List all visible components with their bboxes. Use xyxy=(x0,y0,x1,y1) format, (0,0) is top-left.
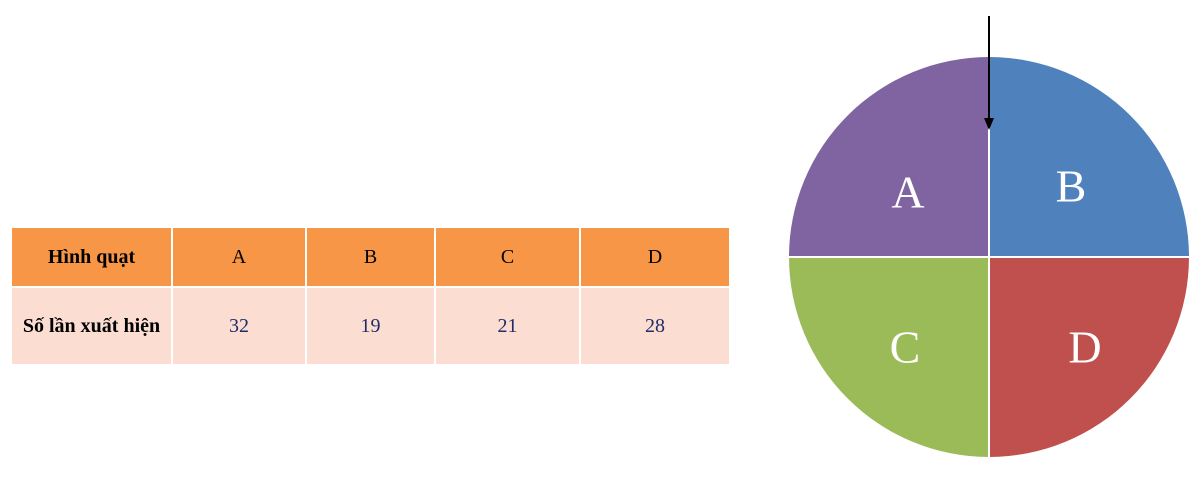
sector-label: B xyxy=(1056,161,1087,212)
sector xyxy=(989,57,1189,257)
cell: Số lần xuất hiện xyxy=(12,288,171,364)
sector-label: A xyxy=(891,167,924,218)
header-cell: D xyxy=(581,228,729,286)
sector xyxy=(789,57,989,257)
cell: 28 xyxy=(581,288,729,364)
cell: 19 xyxy=(307,288,434,364)
header-cell: Hình quạt xyxy=(12,228,171,286)
header-cell: B xyxy=(307,228,434,286)
header-cell: A xyxy=(173,228,305,286)
sector xyxy=(989,257,1189,457)
cell: 32 xyxy=(173,288,305,364)
sector-label: D xyxy=(1068,322,1101,373)
header-cell: C xyxy=(436,228,579,286)
sector xyxy=(789,257,989,457)
sector-label: C xyxy=(890,322,921,373)
pointer-head xyxy=(984,118,994,130)
cell: 21 xyxy=(436,288,579,364)
